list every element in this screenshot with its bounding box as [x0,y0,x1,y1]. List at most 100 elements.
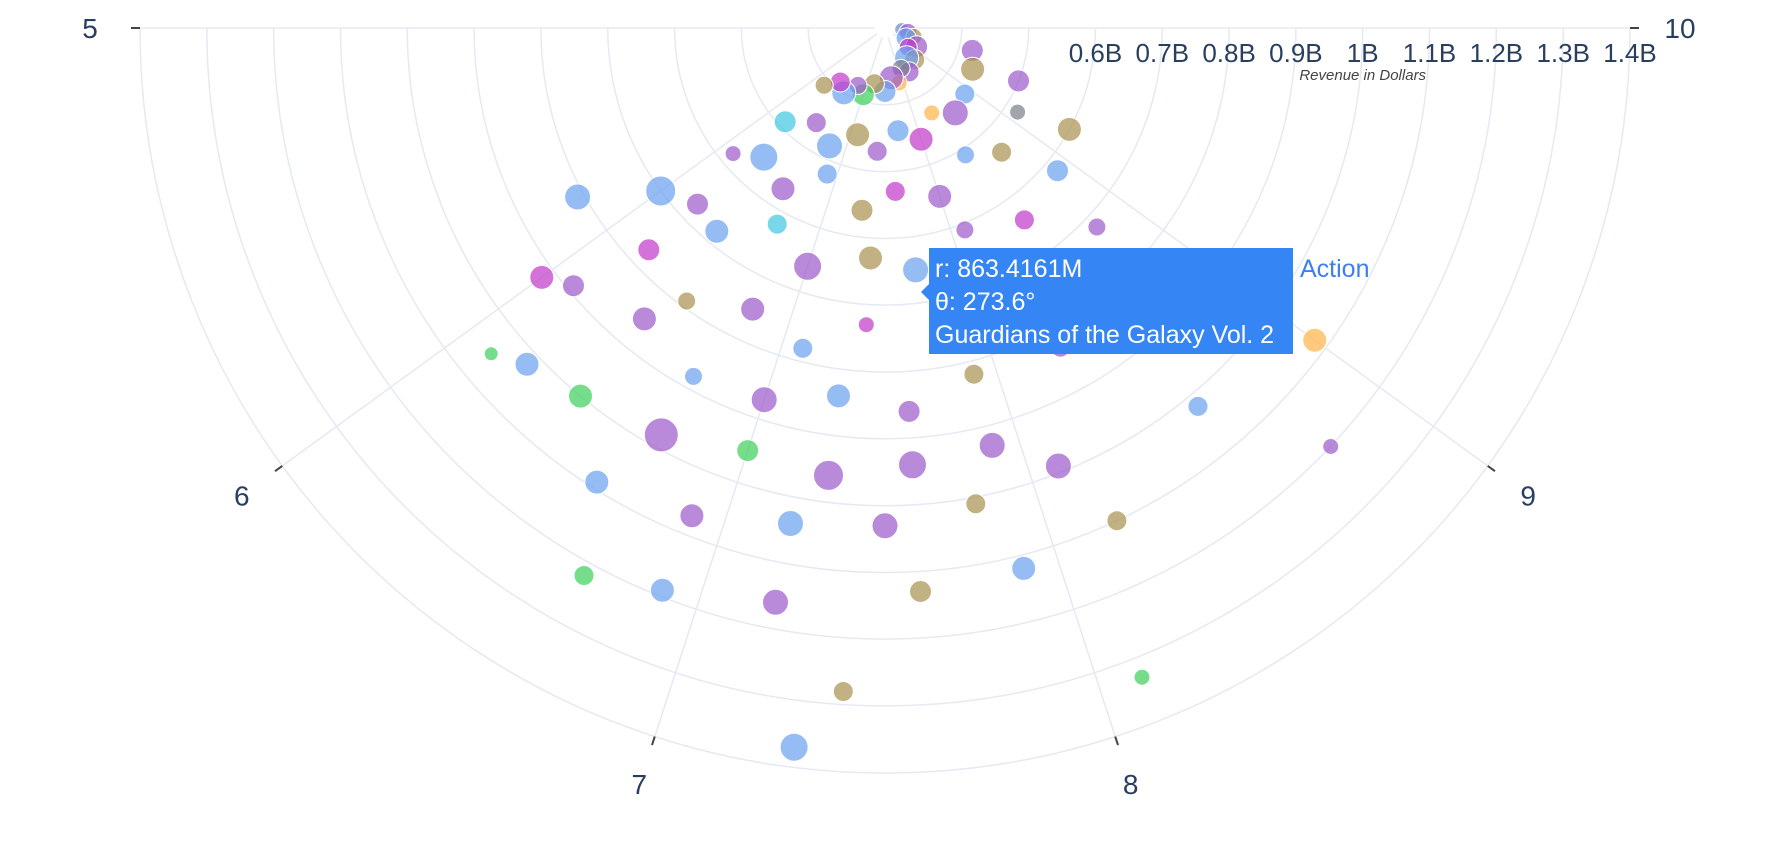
data-point[interactable] [816,132,843,160]
data-point[interactable] [886,119,910,143]
angular-tick-label: 8 [1123,769,1139,800]
data-point[interactable] [766,213,788,235]
radial-grid-arc [473,27,1297,440]
radial-tick-label: 1.4B [1603,38,1657,68]
angular-tick-mark [1114,736,1119,746]
data-point[interactable] [927,183,953,209]
data-point[interactable] [1133,668,1151,686]
data-point[interactable] [1007,69,1030,93]
data-point[interactable] [686,192,709,216]
data-point[interactable] [963,363,985,385]
data-point[interactable] [923,104,941,122]
data-point[interactable] [1302,327,1328,353]
radial-grid-arc [339,27,1431,574]
data-point[interactable] [858,245,883,271]
data-point[interactable] [1013,209,1035,231]
data-point[interactable] [1087,217,1107,237]
data-point[interactable] [813,459,844,491]
data-point[interactable] [637,238,661,262]
data-point[interactable] [779,732,809,762]
tooltip-series-name: Action [1300,255,1369,283]
angular-tick-label: 5 [82,13,98,44]
radial-tick-label: 0.8B [1202,38,1256,68]
data-point[interactable] [749,142,779,172]
data-point[interactable] [1011,555,1037,581]
data-point[interactable] [991,141,1013,163]
data-point[interactable] [777,510,804,537]
data-point[interactable] [832,681,854,702]
data-point[interactable] [762,588,789,616]
radial-grid-arc [206,27,1564,706]
data-point[interactable] [562,274,585,298]
data-point[interactable] [1056,116,1082,142]
data-point[interactable] [816,163,838,185]
data-point[interactable] [941,99,969,127]
data-point[interactable] [978,431,1006,459]
radial-grid-arc [406,27,1364,507]
angular-tick-label: 7 [632,769,648,800]
scatter-points[interactable] [483,22,1340,762]
data-point[interactable] [1044,452,1072,480]
axis-labels: 5 6 7 8 9 10 0.6B 0.7B 0.8B 0.9B 1B 1.1B 1.2B 1.3B 1.4… [82,13,1695,800]
data-point[interactable] [584,469,610,495]
data-point[interactable] [740,296,766,322]
data-point[interactable] [724,145,742,163]
data-point[interactable] [1187,395,1209,417]
data-point[interactable] [792,337,814,359]
data-point[interactable] [770,176,796,202]
data-point[interactable] [684,366,703,386]
data-point[interactable] [871,512,899,540]
data-point[interactable] [850,198,874,222]
radial-tick-label: 1.1B [1403,38,1457,68]
data-point[interactable] [704,218,730,244]
data-point[interactable] [568,383,593,409]
tooltip-pointer [921,284,929,300]
data-point[interactable] [826,383,851,409]
data-point[interactable] [965,493,987,515]
data-point[interactable] [736,439,760,463]
data-point[interactable] [897,399,921,423]
tooltip-r-text: r: 863.4161M [935,255,1082,283]
data-point[interactable] [955,220,975,240]
data-point[interactable] [773,110,797,134]
data-point[interactable] [677,291,697,311]
data-point[interactable] [909,580,932,603]
data-point[interactable] [631,306,657,332]
data-point[interactable] [793,251,823,281]
data-point[interactable] [1106,510,1128,532]
data-point[interactable] [649,577,675,603]
radial-tick-label: 0.7B [1136,38,1190,68]
polar-grid [131,27,1639,774]
tooltip-box [929,248,1293,354]
data-point[interactable] [750,386,778,414]
data-point[interactable] [960,56,986,82]
data-point[interactable] [845,122,871,148]
data-point[interactable] [908,126,934,152]
data-point[interactable] [956,145,975,165]
data-point[interactable] [902,256,930,284]
data-point[interactable] [529,264,555,290]
radial-grid-arc [675,28,1096,238]
data-point[interactable] [679,503,705,529]
data-point[interactable] [643,417,679,453]
hover-tooltip: r: 863.4161M θ: 273.6° Guardians of the … [921,248,1369,354]
data-point[interactable] [514,351,540,377]
data-point[interactable] [866,140,888,162]
data-point[interactable] [898,450,927,480]
data-point[interactable] [829,71,851,93]
data-point[interactable] [884,180,906,202]
data-point[interactable] [483,346,499,362]
data-point[interactable] [573,565,595,586]
data-point[interactable] [857,316,875,334]
radial-grid-arc [740,27,1030,173]
data-point[interactable] [814,75,834,95]
data-point[interactable] [564,183,592,211]
data-point[interactable] [1322,438,1340,455]
data-point[interactable] [1046,159,1069,183]
angular-grid-spoke [887,37,1116,737]
data-point[interactable] [1009,103,1027,121]
data-point[interactable] [805,112,827,134]
angular-tick-mark [1487,465,1496,472]
radial-grid-arc [139,27,1631,774]
data-point[interactable] [645,175,677,207]
